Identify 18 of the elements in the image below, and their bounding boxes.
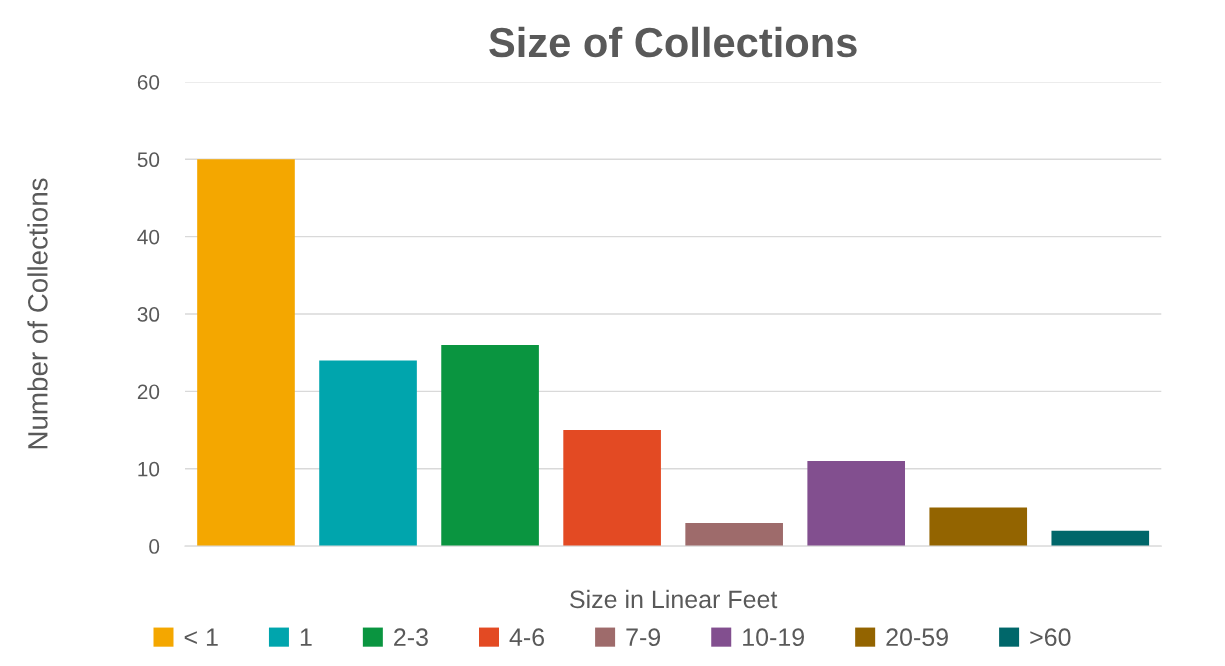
- y-tick-label: 40: [137, 229, 160, 245]
- legend-label: >60: [1030, 628, 1071, 647]
- legend-label: 10-19: [743, 628, 804, 647]
- y-axis-title: Number of Collections: [27, 178, 48, 449]
- chart-title: Size of Collections: [489, 26, 857, 58]
- legend-label: < 1: [184, 628, 218, 646]
- legend-label: 7-9: [626, 628, 661, 647]
- legend-label: 20-59: [886, 628, 948, 647]
- y-tick-label: 10: [138, 461, 160, 477]
- x-axis-title: Size in Linear Feet: [570, 589, 778, 609]
- legend-label: 4-6: [509, 628, 545, 647]
- legend-label: 1: [300, 628, 312, 646]
- y-tick-label: 20: [137, 384, 160, 400]
- y-tick-label: 30: [137, 307, 160, 322]
- y-tick-label: 60: [137, 74, 160, 90]
- legend-label: 2-3: [394, 628, 428, 647]
- y-tick-label: 0: [149, 539, 160, 554]
- y-tick-label: 50: [137, 152, 160, 168]
